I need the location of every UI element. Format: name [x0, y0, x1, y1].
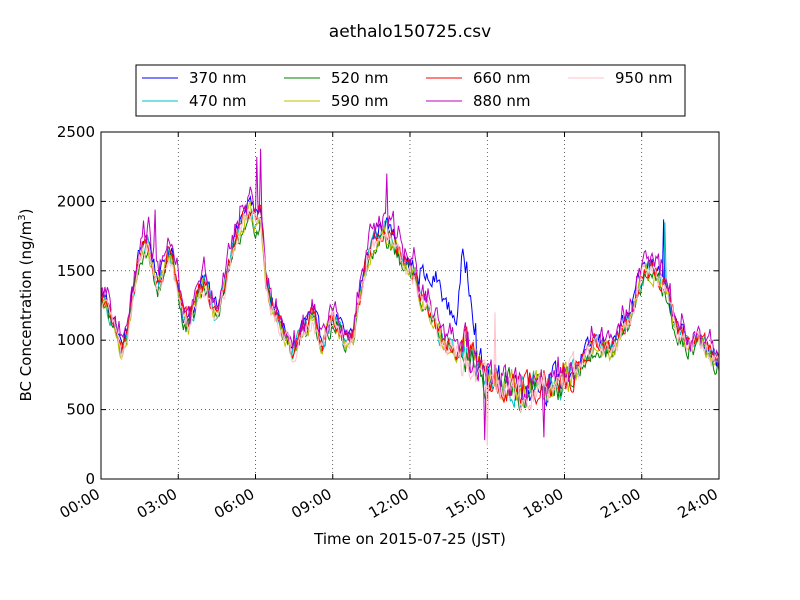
legend-box — [135, 64, 686, 117]
legend-label: 520 nm — [331, 69, 389, 87]
series-line-880-nm — [100, 148, 720, 441]
chart-title: aethalo150725.csv — [329, 22, 491, 42]
y-tick-label: 2000 — [57, 192, 95, 210]
legend-label: 880 nm — [473, 92, 531, 110]
legend-label: 660 nm — [473, 69, 531, 87]
y-axis-label-sup: 3 — [17, 214, 28, 220]
y-tick-label: 2500 — [57, 123, 95, 141]
y-tick-labels: 0 500 1000 1500 2000 2500 — [57, 123, 95, 488]
y-tick-label: 1000 — [57, 331, 95, 349]
y-axis-label: BC Concentration (ng/m3) — [17, 209, 35, 402]
legend-label: 590 nm — [331, 92, 389, 110]
y-tick-label: 500 — [66, 401, 95, 419]
legend-entries: 370 nm 470 nm 520 nm 590 nm 660 nm 880 nm 950 … — [142, 69, 673, 110]
y-tick-label: 1500 — [57, 262, 95, 280]
legend: 370 nm 470 nm 520 nm 590 nm 660 nm 880 nm 950 … — [135, 64, 686, 117]
ticks — [100, 131, 720, 480]
y-tick-label: 0 — [85, 470, 95, 488]
legend-label: 470 nm — [189, 92, 247, 110]
legend-label: 950 nm — [615, 69, 673, 87]
y-axis-label-end: ) — [17, 209, 35, 215]
series-group — [100, 148, 720, 446]
x-axis-label: Time on 2015-07-25 (JST) — [313, 530, 506, 548]
y-axis-label-main: BC Concentration (ng/m — [17, 221, 35, 402]
legend-label: 370 nm — [189, 69, 247, 87]
series-line-950-nm — [100, 209, 720, 446]
